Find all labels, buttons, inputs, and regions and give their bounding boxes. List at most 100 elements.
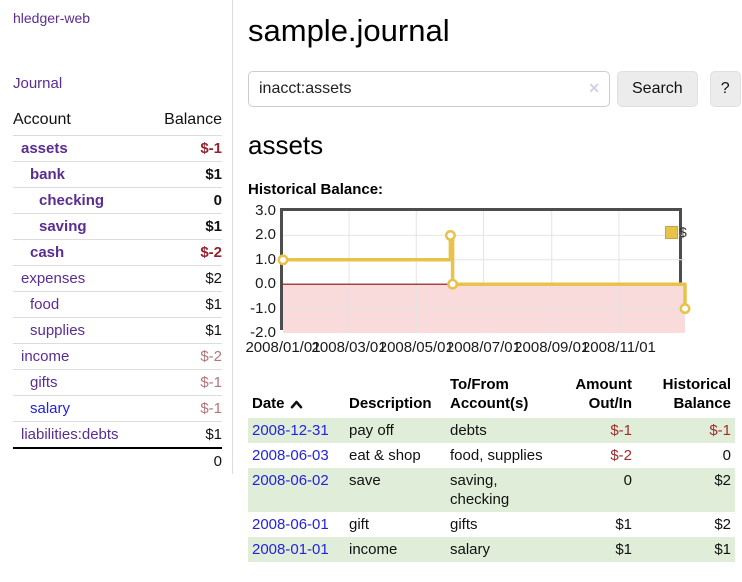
- sidebar-item-journal[interactable]: Journal: [13, 75, 63, 92]
- transaction-account: gifts: [450, 516, 478, 533]
- historical-balance-chart: $ 3.0 2.0 1.0 0.0 -1.0 -2.0 2008/01/01 2008/03/…: [245, 202, 708, 358]
- page-title: sample.journal: [248, 13, 450, 48]
- transaction-description: eat & shop: [349, 447, 421, 464]
- transaction-amount: $1: [615, 516, 632, 533]
- account-balance: $1: [148, 161, 222, 188]
- account-row: gifts $-1: [13, 369, 222, 396]
- transaction-description: pay off: [349, 422, 394, 439]
- transaction-amount: $-2: [610, 447, 632, 464]
- transaction-row: 2008-06-02 save saving, checking 0 $2: [248, 468, 735, 512]
- transaction-balance: $2: [714, 472, 731, 489]
- account-balance: $-2: [148, 343, 222, 370]
- col-date[interactable]: Date: [248, 373, 345, 418]
- col-amount: Amount Out/In: [575, 376, 632, 412]
- accounts-col-account: Account: [13, 111, 71, 128]
- account-row: liabilities:debts $1: [13, 421, 222, 448]
- chart-canvas: [277, 211, 691, 333]
- y-axis-tick: 1.0: [255, 250, 276, 268]
- x-axis-tick: 2008/07/01: [445, 339, 521, 356]
- account-link-salary[interactable]: salary: [30, 400, 71, 417]
- search-input[interactable]: [248, 71, 610, 107]
- account-link-income[interactable]: income: [21, 348, 70, 365]
- account-row: food $1: [13, 291, 222, 318]
- transaction-row: 2008-01-01 income salary $1 $1: [248, 537, 735, 562]
- transaction-amount: $-1: [610, 422, 632, 439]
- account-link-saving[interactable]: saving: [39, 218, 87, 235]
- account-link-bank[interactable]: bank: [30, 166, 66, 183]
- transaction-balance: $2: [714, 516, 731, 533]
- transaction-description: save: [349, 472, 381, 489]
- transaction-description: gift: [349, 516, 370, 533]
- account-link-food[interactable]: food: [30, 296, 60, 313]
- x-axis-tick: 2008/05/01: [378, 339, 454, 356]
- transaction-balance: $-1: [709, 422, 731, 439]
- col-account: To/From Account(s): [450, 376, 529, 412]
- sort-asc-icon: [290, 400, 302, 409]
- transaction-description: income: [349, 541, 398, 558]
- y-axis-tick: 3.0: [255, 202, 276, 219]
- account-link-assets[interactable]: assets: [21, 140, 68, 157]
- account-balance: $2: [148, 265, 222, 292]
- account-row: saving $1: [13, 213, 222, 240]
- account-balance: $1: [148, 421, 222, 448]
- chart-legend-label: $: [679, 224, 687, 240]
- account-balance: $-1: [148, 135, 222, 162]
- account-row: expenses $2: [13, 265, 222, 292]
- col-balance: Historical Balance: [662, 376, 731, 412]
- account-balance: $1: [148, 213, 222, 240]
- transaction-date-link[interactable]: 2008-06-02: [252, 472, 329, 489]
- transaction-row: 2008-06-03 eat & shop food, supplies $-2…: [248, 443, 735, 468]
- sidebar: hledger-web Journal Account Balance asse…: [0, 0, 233, 474]
- transaction-row: 2008-12-31 pay off debts $-1 $-1: [248, 418, 735, 443]
- app-brand-link[interactable]: hledger-web: [13, 10, 91, 26]
- chart-heading: Historical Balance:: [248, 181, 384, 198]
- transaction-date-link[interactable]: 2008-12-31: [252, 422, 329, 439]
- x-axis-tick: 2008/01/01: [245, 339, 321, 356]
- transaction-date-link[interactable]: 2008-06-03: [252, 447, 329, 464]
- x-axis-tick: 2008/09/01: [514, 339, 590, 356]
- y-axis-tick: -2.0: [250, 324, 276, 341]
- transaction-balance: $1: [714, 541, 731, 558]
- transaction-date-link[interactable]: 2008-01-01: [252, 541, 329, 558]
- y-axis-tick: 0.0: [255, 275, 276, 293]
- y-axis-tick: 2.0: [255, 226, 276, 244]
- account-balance: $1: [148, 291, 222, 318]
- transaction-amount: 0: [623, 472, 632, 489]
- account-row: bank $1: [13, 161, 222, 188]
- search-button[interactable]: Search: [617, 71, 698, 107]
- transaction-account: saving, checking: [450, 472, 510, 508]
- main-content: sample.journal ✕ Search ? assets Histori…: [245, 0, 742, 562]
- account-balance: 0: [148, 187, 222, 214]
- transaction-account: food, supplies: [450, 447, 543, 464]
- account-link-gifts[interactable]: gifts: [30, 374, 58, 391]
- legend-swatch-icon: [665, 225, 678, 239]
- account-row: salary $-1: [13, 395, 222, 422]
- account-balance: $-1: [148, 395, 222, 422]
- account-link-liabilities-debts[interactable]: liabilities:debts: [21, 426, 119, 443]
- register-table: Date Description To/From Account(s) Amou…: [248, 373, 735, 562]
- account-balance: $1: [148, 317, 222, 344]
- y-axis-tick: -1.0: [250, 299, 276, 317]
- help-button[interactable]: ?: [709, 71, 741, 107]
- transaction-amount: $1: [615, 541, 632, 558]
- account-row: checking 0: [13, 187, 222, 214]
- search-form: ✕ Search ?: [248, 71, 742, 107]
- col-description: Description: [349, 395, 432, 412]
- clear-search-icon[interactable]: ✕: [588, 80, 600, 96]
- account-row: income $-2: [13, 343, 222, 370]
- account-heading: assets: [248, 130, 324, 160]
- account-link-supplies[interactable]: supplies: [30, 322, 86, 339]
- account-balance: $-1: [148, 369, 222, 396]
- account-link-expenses[interactable]: expenses: [21, 270, 86, 287]
- accounts-total-row: 0: [13, 447, 222, 474]
- accounts-total-value: 0: [148, 447, 222, 474]
- transaction-date-link[interactable]: 2008-06-01: [252, 516, 329, 533]
- account-balance: $-2: [148, 239, 222, 266]
- chart-plot-area: $: [277, 208, 691, 333]
- transaction-row: 2008-06-01 gift gifts $1 $2: [248, 512, 735, 537]
- account-link-checking[interactable]: checking: [39, 192, 105, 209]
- account-link-cash[interactable]: cash: [30, 244, 65, 261]
- x-axis-tick: 2008/11/01: [581, 339, 656, 356]
- account-row: supplies $1: [13, 317, 222, 344]
- accounts-table: Account Balance assets $-1 bank $1 check…: [13, 107, 222, 474]
